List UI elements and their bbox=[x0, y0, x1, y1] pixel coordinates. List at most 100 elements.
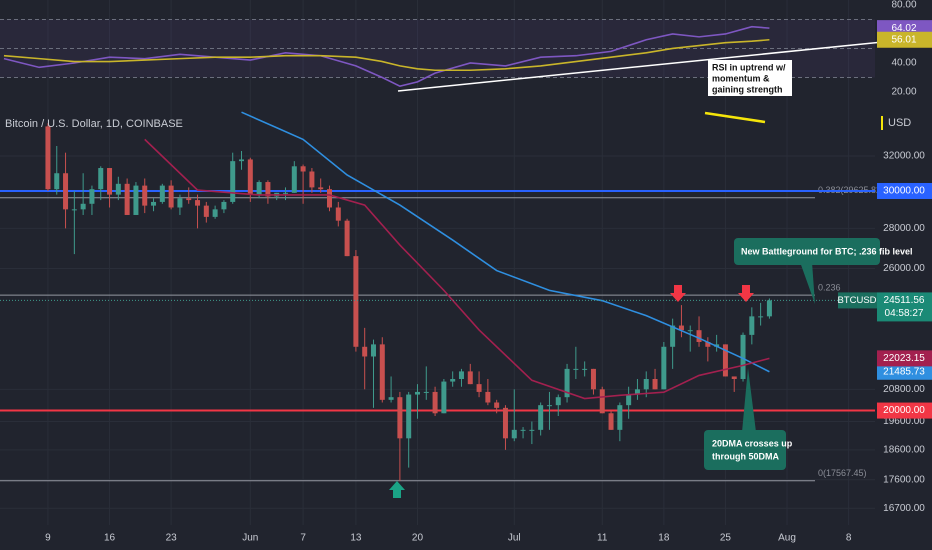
candle-body bbox=[142, 185, 148, 206]
candle-body bbox=[423, 391, 429, 393]
candle-body bbox=[441, 381, 447, 414]
x-tick-label: 23 bbox=[166, 533, 178, 544]
candle-body bbox=[696, 330, 702, 342]
x-tick-label: 20 bbox=[412, 533, 424, 544]
y-tick-label: 28000.00 bbox=[883, 223, 925, 234]
y-tick-label: 17600.00 bbox=[883, 474, 925, 485]
candle-body bbox=[54, 173, 60, 190]
candle-body bbox=[758, 316, 764, 318]
rsi-last-label: 56.01 bbox=[891, 34, 916, 45]
highlight-stroke bbox=[704, 111, 766, 124]
candle-body bbox=[502, 407, 508, 439]
annotation-cross: 20DMA crosses up through 50DMA bbox=[704, 368, 793, 470]
candle-body bbox=[731, 376, 737, 380]
x-tick-label: Aug bbox=[778, 533, 796, 544]
candle-body bbox=[467, 371, 473, 385]
candle-body bbox=[159, 185, 165, 202]
arrow-up bbox=[389, 481, 405, 498]
candle-body bbox=[186, 198, 192, 201]
candle-body bbox=[353, 256, 359, 347]
level-label-box bbox=[877, 182, 932, 199]
candle-body bbox=[168, 185, 174, 208]
candle-body bbox=[89, 189, 95, 204]
last-price-box bbox=[877, 292, 932, 322]
moving-average bbox=[144, 138, 770, 400]
annotation-text: momentum & bbox=[712, 73, 770, 83]
candle-body bbox=[291, 166, 297, 193]
candle-body bbox=[687, 330, 693, 332]
candle-body bbox=[626, 394, 632, 406]
ma-last-label: 22023.15 bbox=[883, 353, 925, 364]
callout-pointer bbox=[742, 368, 756, 432]
y-tick-label: 20800.00 bbox=[883, 384, 925, 395]
ma-last-label: 21485.73 bbox=[883, 366, 925, 377]
candle-body bbox=[406, 394, 412, 439]
chart-title: Bitcoin / U.S. Dollar, 1D, COINBASE bbox=[5, 118, 183, 130]
candle-body bbox=[538, 405, 544, 430]
currency-label: USD bbox=[888, 117, 911, 129]
x-tick-label: 8 bbox=[846, 533, 852, 544]
arrow-down bbox=[738, 285, 754, 302]
countdown-label: 04:58:27 bbox=[885, 308, 924, 319]
rsi-trendline bbox=[397, 36, 932, 92]
rsi-line bbox=[3, 25, 770, 88]
candle-body bbox=[98, 168, 104, 190]
candle-body bbox=[318, 187, 324, 190]
y-tick-label: 18600.00 bbox=[883, 444, 925, 455]
annotation-fib: New Battleground for BTC; .236 fib level bbox=[734, 238, 913, 304]
x-tick-label: 13 bbox=[350, 533, 362, 544]
candle-body bbox=[63, 173, 69, 210]
ma-last-label-box bbox=[877, 350, 932, 367]
y-tick-label: 26000.00 bbox=[883, 263, 925, 274]
rsi-line bbox=[3, 38, 770, 72]
candle-body bbox=[283, 192, 289, 194]
rsi-tick-label: 20.00 bbox=[891, 87, 916, 98]
candle-body bbox=[151, 201, 157, 206]
candle-body bbox=[247, 159, 253, 195]
candle-body bbox=[722, 344, 728, 377]
candle-body bbox=[458, 371, 464, 380]
candle-body bbox=[599, 389, 605, 414]
candle-body bbox=[634, 389, 640, 395]
annotation-text: gaining strength bbox=[712, 84, 783, 94]
candle-body bbox=[590, 368, 596, 390]
candle-body bbox=[494, 402, 500, 408]
candle-body bbox=[573, 368, 579, 370]
candle-body bbox=[608, 413, 614, 430]
candle-body bbox=[740, 334, 746, 380]
symbol-label: BTCUSD bbox=[837, 295, 876, 306]
candle-body bbox=[397, 397, 403, 439]
candle-body bbox=[203, 205, 209, 217]
candle-body bbox=[80, 203, 86, 210]
y-tick-label: 32000.00 bbox=[883, 151, 925, 162]
candle-body bbox=[520, 429, 526, 431]
rsi-tick-label: 40.00 bbox=[891, 58, 916, 69]
fib-label: 0.236 bbox=[818, 283, 841, 293]
candle-body bbox=[124, 183, 130, 215]
x-tick-label: 9 bbox=[45, 533, 51, 544]
x-tick-label: 7 bbox=[300, 533, 306, 544]
candle-body bbox=[511, 429, 517, 439]
candle-body bbox=[564, 368, 570, 398]
level-label: 30000.00 bbox=[883, 186, 925, 197]
candle-body bbox=[546, 405, 552, 407]
candle-body bbox=[265, 182, 271, 197]
candle-body bbox=[344, 220, 350, 257]
ma-last-label-box bbox=[877, 363, 932, 380]
candle-body bbox=[195, 200, 201, 206]
rsi-last-label-box bbox=[877, 31, 932, 48]
y-tick-label: 16700.00 bbox=[883, 503, 925, 514]
callout-pointer bbox=[800, 262, 815, 304]
candle-body bbox=[335, 207, 341, 221]
annotation-box bbox=[704, 430, 786, 470]
fib-label: 0(17567.45) bbox=[818, 468, 867, 478]
candle-body bbox=[362, 346, 368, 357]
candle-body bbox=[661, 346, 667, 390]
candle-body bbox=[309, 171, 315, 188]
annotation-box bbox=[734, 238, 880, 265]
candle-body bbox=[485, 391, 491, 403]
candle-body bbox=[326, 189, 332, 208]
candle-body bbox=[476, 384, 482, 392]
